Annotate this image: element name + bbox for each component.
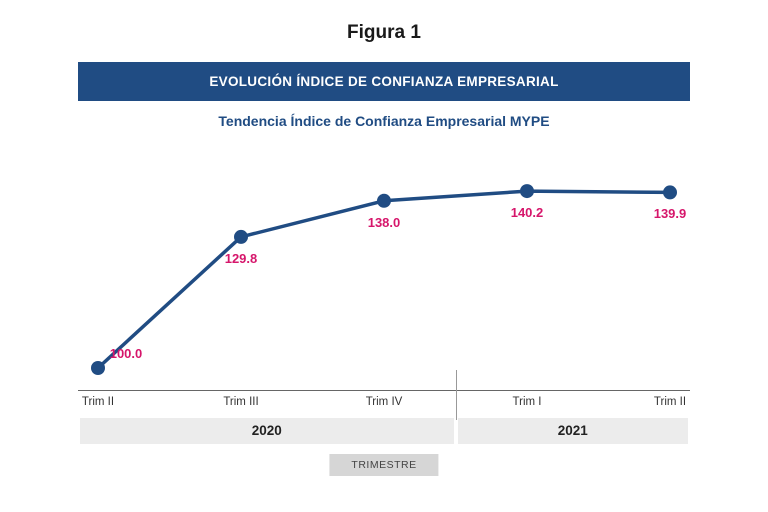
- year-band: 2020: [80, 418, 454, 444]
- data-point: [91, 361, 105, 375]
- year-separator: [456, 370, 457, 420]
- value-label: 129.8: [225, 251, 258, 266]
- x-tick-label: Trim I: [513, 396, 542, 408]
- data-point: [520, 184, 534, 198]
- chart-subtitle: Tendencia Índice de Confianza Empresaria…: [0, 113, 768, 129]
- data-point: [663, 185, 677, 199]
- year-band: 2021: [458, 418, 689, 444]
- value-label: 100.0: [110, 346, 143, 361]
- line-chart-svg: [78, 170, 690, 390]
- data-point: [377, 194, 391, 208]
- x-axis-label-chip: TRIMESTRE: [329, 454, 438, 476]
- figure-label: Figura 1: [0, 0, 768, 44]
- x-tick-label: Trim IV: [366, 396, 403, 408]
- x-tick-label: Trim II: [82, 396, 114, 408]
- value-label: 140.2: [511, 205, 544, 220]
- data-point: [234, 230, 248, 244]
- value-label: 138.0: [368, 215, 401, 230]
- x-axis-line: [78, 390, 690, 391]
- x-tick-label: Trim III: [223, 396, 258, 408]
- value-label: 139.9: [654, 206, 687, 221]
- chart-plot-area: 100.0Trim II129.8Trim III138.0Trim IV140…: [78, 170, 690, 390]
- chart-title-bar: EVOLUCIÓN ÍNDICE DE CONFIANZA EMPRESARIA…: [78, 62, 690, 101]
- x-tick-label: Trim II: [654, 396, 686, 408]
